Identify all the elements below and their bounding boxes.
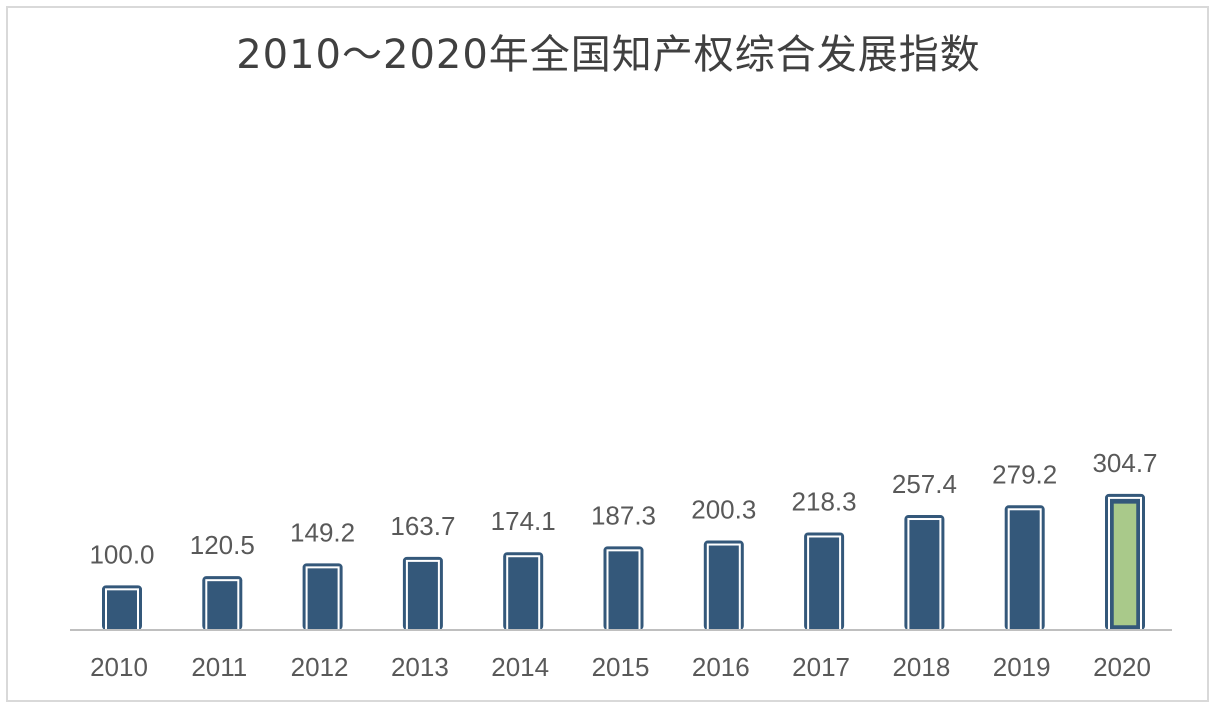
value-label-2012: 149.2 bbox=[290, 517, 355, 547]
bar-2010 bbox=[102, 585, 142, 630]
bar-2018 bbox=[904, 515, 945, 630]
bar-2016 bbox=[703, 540, 744, 630]
x-tick-label-2015: 2015 bbox=[592, 652, 650, 682]
value-label-2017: 218.3 bbox=[792, 486, 857, 516]
x-tick-label-2011: 2011 bbox=[191, 652, 247, 682]
x-tick-label-2019: 2019 bbox=[993, 652, 1051, 682]
chart-title: 2010～2020年全国知产权综合发展指数 bbox=[236, 32, 981, 78]
value-label-2011: 120.5 bbox=[190, 530, 255, 560]
value-label-2020: 304.7 bbox=[1092, 448, 1157, 478]
x-tick-label-2020: 2020 bbox=[1093, 652, 1151, 682]
value-label-2010: 100.0 bbox=[89, 539, 154, 569]
bar-2017 bbox=[804, 532, 845, 630]
bar-2015 bbox=[603, 546, 644, 630]
x-tick-label-2016: 2016 bbox=[692, 652, 750, 682]
bar-2013 bbox=[402, 556, 443, 630]
x-tick-label-2017: 2017 bbox=[792, 652, 850, 682]
x-tick-label-2010: 2010 bbox=[90, 652, 148, 682]
value-label-2016: 200.3 bbox=[691, 495, 756, 525]
x-tick-label-2014: 2014 bbox=[491, 652, 549, 682]
value-label-2015: 187.3 bbox=[591, 500, 656, 530]
bar-2012 bbox=[302, 563, 343, 630]
bar-2014 bbox=[503, 552, 544, 630]
bar-2019 bbox=[1004, 505, 1045, 630]
bar-2011 bbox=[202, 576, 243, 630]
value-label-2013: 163.7 bbox=[390, 511, 455, 541]
bar-highlight-fill-2020 bbox=[1112, 502, 1138, 627]
value-label-2019: 279.2 bbox=[992, 459, 1057, 489]
value-label-2018: 257.4 bbox=[892, 469, 957, 499]
x-tick-label-2012: 2012 bbox=[291, 652, 349, 682]
x-tick-label-2018: 2018 bbox=[892, 652, 950, 682]
value-label-2014: 174.1 bbox=[491, 506, 556, 536]
x-tick-label-2013: 2013 bbox=[391, 652, 449, 682]
